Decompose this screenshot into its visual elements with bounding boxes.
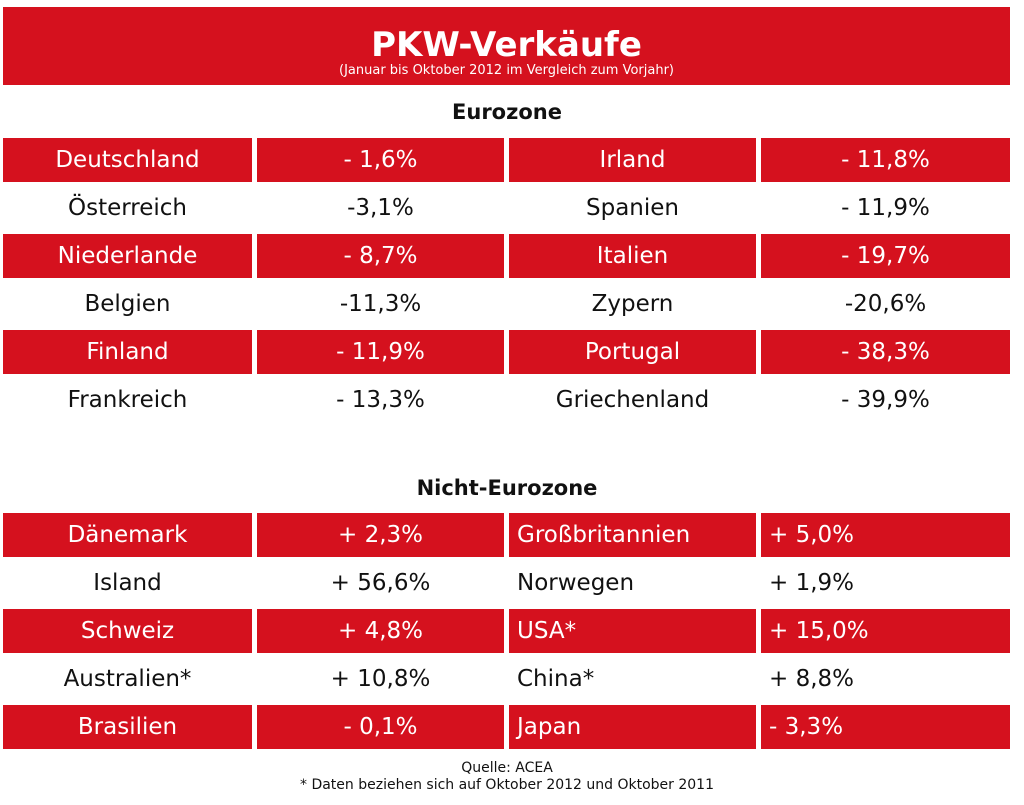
country-cell: Frankreich xyxy=(67,387,188,413)
change-cell: + 2,3% xyxy=(257,513,504,557)
change-cell: - 11,8% xyxy=(761,138,1010,182)
change-cell: - 38,3% xyxy=(761,330,1010,374)
country-cell: Griechenland xyxy=(555,387,710,413)
change-cell: + 5,0% xyxy=(761,513,1010,557)
country-cell: Japan xyxy=(509,705,756,749)
country-cell: Großbritannien xyxy=(509,513,756,557)
section-title-nicht-eurozone: Nicht-Eurozone xyxy=(416,476,598,500)
change-cell: - 3,3% xyxy=(761,705,1010,749)
country-cell: Island xyxy=(93,570,162,596)
eurozone-table-row: Niederlande - 8,7% Italien - 19,7% xyxy=(0,234,1014,278)
change-cell: + 15,0% xyxy=(761,609,1010,653)
eurozone-table-row: Finland - 11,9% Portugal - 38,3% xyxy=(0,330,1014,374)
chart-subtitle: (Januar bis Oktober 2012 im Vergleich zu… xyxy=(339,63,674,78)
country-cell: Niederlande xyxy=(3,234,252,278)
country-cell: Deutschland xyxy=(3,138,252,182)
chart-title: PKW-Verkäufe xyxy=(371,25,642,65)
country-cell: Italien xyxy=(509,234,756,278)
country-cell: Schweiz xyxy=(3,609,252,653)
country-cell: Brasilien xyxy=(3,705,252,749)
eurozone-table-row: Belgien -11,3% Zypern -20,6% xyxy=(0,282,1014,326)
change-cell: - 39,9% xyxy=(841,387,930,413)
change-cell: -20,6% xyxy=(844,291,927,317)
country-cell: Finland xyxy=(3,330,252,374)
change-cell: - 0,1% xyxy=(257,705,504,749)
change-cell: + 56,6% xyxy=(330,570,431,596)
country-cell: Zypern xyxy=(591,291,674,317)
change-cell: + 10,8% xyxy=(330,666,431,692)
change-cell: + 1,9% xyxy=(769,570,855,596)
country-cell: China* xyxy=(517,666,595,692)
country-cell: Irland xyxy=(509,138,756,182)
source-note: Quelle: ACEA xyxy=(461,760,553,776)
country-cell: Spanien xyxy=(586,195,679,221)
change-cell: - 11,9% xyxy=(841,195,930,221)
change-cell: - 19,7% xyxy=(761,234,1010,278)
nicht-eurozone-table-row: Australien* + 10,8% China* + 8,8% xyxy=(0,657,1014,701)
country-cell: USA* xyxy=(509,609,756,653)
country-cell: Australien* xyxy=(63,666,192,692)
eurozone-table-row: Deutschland - 1,6% Irland - 11,8% xyxy=(0,138,1014,182)
country-cell: Portugal xyxy=(509,330,756,374)
country-cell: Belgien xyxy=(84,291,171,317)
change-cell: + 8,8% xyxy=(769,666,855,692)
eurozone-table-row: Österreich -3,1% Spanien - 11,9% xyxy=(0,186,1014,230)
change-cell: - 1,6% xyxy=(257,138,504,182)
nicht-eurozone-table-row: Island + 56,6% Norwegen + 1,9% xyxy=(0,561,1014,605)
country-cell: Norwegen xyxy=(517,570,635,596)
nicht-eurozone-table-row: Schweiz + 4,8% USA* + 15,0% xyxy=(0,609,1014,653)
section-title-eurozone: Eurozone xyxy=(452,100,562,124)
change-cell: - 8,7% xyxy=(257,234,504,278)
footnote: * Daten beziehen sich auf Oktober 2012 u… xyxy=(300,777,714,793)
header-banner: PKW-Verkäufe (Januar bis Oktober 2012 im… xyxy=(3,7,1010,85)
country-cell: Österreich xyxy=(67,195,188,221)
change-cell: + 4,8% xyxy=(257,609,504,653)
nicht-eurozone-table-row: Dänemark + 2,3% Großbritannien + 5,0% xyxy=(0,513,1014,557)
eurozone-table-row: Frankreich - 13,3% Griechenland - 39,9% xyxy=(0,378,1014,422)
change-cell: -3,1% xyxy=(347,195,414,221)
change-cell: - 11,9% xyxy=(257,330,504,374)
nicht-eurozone-table-row: Brasilien - 0,1% Japan - 3,3% xyxy=(0,705,1014,749)
change-cell: -11,3% xyxy=(339,291,422,317)
country-cell: Dänemark xyxy=(3,513,252,557)
change-cell: - 13,3% xyxy=(336,387,425,413)
